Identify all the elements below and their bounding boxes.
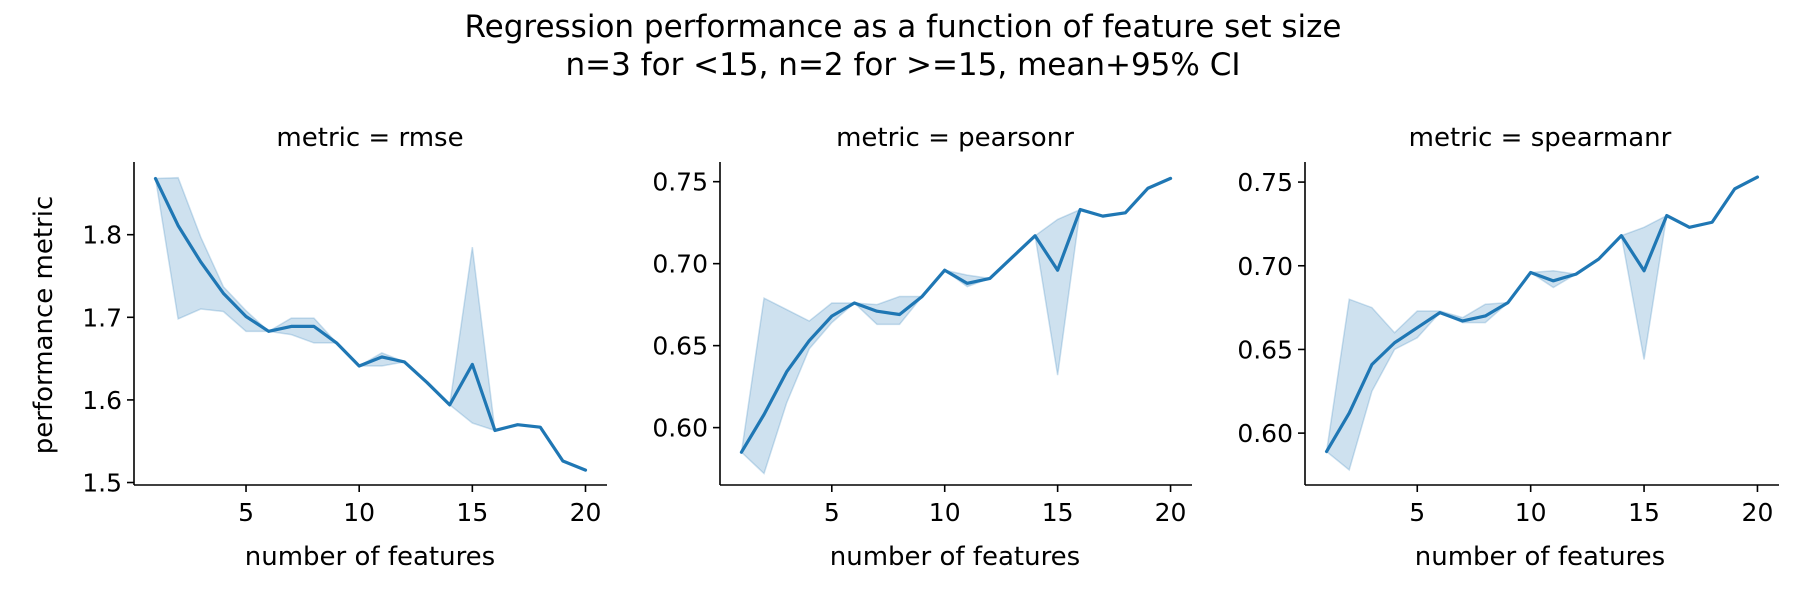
ci-band — [1325, 176, 1758, 472]
y-tick-label: 0.65 — [1237, 335, 1293, 364]
mean-line — [739, 176, 1173, 454]
x-tick-label: 15 — [456, 498, 488, 527]
panel-title: metric = spearmanr — [1409, 123, 1672, 153]
y-axis-label: performance metric — [29, 196, 59, 455]
y-tick-label: 0.70 — [652, 250, 708, 279]
x-axis-label: number of features — [1415, 542, 1665, 572]
figure-title-line-2: n=3 for <15, n=2 for >=15, mean+95% CI — [565, 47, 1240, 83]
x-tick-label: 10 — [929, 498, 961, 527]
y-tick-label: 1.6 — [82, 386, 122, 415]
y-tick-label: 0.75 — [1237, 168, 1293, 197]
y-tick-label: 1.8 — [82, 221, 122, 250]
x-tick-label: 10 — [1515, 498, 1547, 527]
x-tick-label: 5 — [824, 498, 840, 527]
x-tick-label: 10 — [343, 498, 375, 527]
figure-title-line-1: Regression performance as a function of … — [465, 9, 1342, 45]
x-tick-label: 15 — [1628, 498, 1660, 527]
y-tick-label: 1.5 — [82, 469, 122, 498]
panel-title: metric = rmse — [276, 123, 463, 153]
x-tick-label: 5 — [238, 498, 254, 527]
y-tick-label: 0.65 — [652, 332, 708, 361]
mean-line — [1324, 175, 1760, 454]
x-tick-label: 20 — [570, 498, 602, 527]
x-tick-label: 5 — [1409, 498, 1425, 527]
y-tick-label: 0.60 — [652, 414, 708, 443]
ci-band — [740, 177, 1171, 475]
panel-title: metric = pearsonr — [836, 123, 1074, 153]
x-tick-label: 20 — [1155, 498, 1187, 527]
x-axis-label: number of features — [830, 542, 1080, 572]
x-tick-label: 15 — [1042, 498, 1074, 527]
y-tick-label: 0.75 — [652, 168, 708, 197]
y-tick-label: 1.7 — [82, 303, 122, 332]
y-tick-label: 0.70 — [1237, 252, 1293, 281]
panel-pearsonr: metric = pearsonr number of features 5 10… — [652, 123, 1192, 572]
panel-rmse: metric = rmse number of features perform… — [29, 123, 607, 572]
mean-line — [153, 176, 588, 472]
y-tick-label: 0.60 — [1237, 419, 1293, 448]
panel-spearmanr: metric = spearmanr number of features 5 1… — [1237, 123, 1779, 572]
x-axis-label: number of features — [245, 542, 495, 572]
x-tick-label: 20 — [1742, 498, 1774, 527]
